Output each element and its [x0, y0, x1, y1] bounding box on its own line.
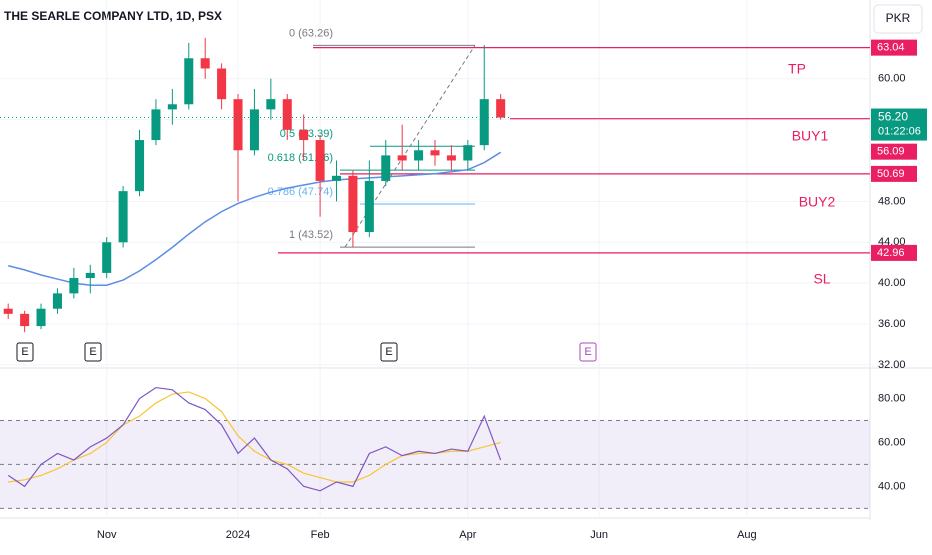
- level-name: BUY1: [792, 128, 829, 144]
- candle-body: [200, 58, 210, 69]
- chart-title: THE SEARLE COMPANY LTD, 1D, PSX: [4, 9, 222, 23]
- rsi-ma-line: [8, 391, 501, 483]
- candle-body: [249, 109, 259, 151]
- x-tick-label: Nov: [97, 529, 117, 541]
- candle-body: [364, 180, 374, 233]
- earnings-label[interactable]: E: [89, 346, 96, 358]
- candle-body: [69, 278, 79, 294]
- x-tick-label: Aug: [737, 529, 757, 541]
- last-price: 56.20: [878, 110, 908, 124]
- rsi-tick-label: 80.00: [878, 392, 906, 404]
- rsi-tick-label: 40.00: [878, 480, 906, 492]
- candle-body: [331, 175, 342, 181]
- candle-body: [446, 155, 456, 161]
- candle-body: [430, 150, 440, 156]
- fib-label: 1 (43.52): [289, 229, 333, 241]
- level-price: 56.09: [877, 146, 905, 158]
- candle-body: [266, 99, 276, 110]
- candle-body: [52, 293, 62, 309]
- level-price: 42.96: [877, 247, 905, 259]
- level-price: 63.04: [877, 42, 905, 54]
- currency[interactable]: PKR: [886, 11, 911, 25]
- level-name: TP: [788, 61, 806, 77]
- earnings-marker[interactable]: [380, 342, 398, 362]
- candle-body: [102, 242, 112, 273]
- earnings-marker[interactable]: [579, 342, 597, 362]
- x-tick-label: 2024: [226, 529, 250, 541]
- candle-body: [414, 150, 424, 161]
- x-tick-label: Apr: [459, 529, 476, 541]
- currency-button[interactable]: [873, 4, 923, 34]
- countdown: 01:22:06: [878, 125, 921, 137]
- x-tick-label: Feb: [311, 529, 330, 541]
- level-price-box: [871, 165, 917, 182]
- earnings-label[interactable]: E: [385, 346, 392, 358]
- candle-body: [184, 58, 194, 105]
- candle-body: [233, 99, 243, 151]
- y-tick-label: 36.00: [878, 318, 906, 330]
- candle-body: [463, 145, 473, 161]
- level-price-box: [871, 244, 917, 261]
- candle-body: [348, 175, 358, 233]
- candle-body: [282, 99, 292, 130]
- candle-body: [299, 129, 309, 141]
- candle-body: [315, 140, 325, 181]
- candle-body: [118, 191, 128, 243]
- earnings-label[interactable]: E: [21, 346, 28, 358]
- fib-trend: [344, 45, 476, 248]
- candle-body: [151, 109, 161, 141]
- earnings-marker[interactable]: [84, 342, 102, 362]
- candle-body: [3, 308, 13, 314]
- level-price: 50.69: [877, 168, 905, 180]
- candle-body: [167, 104, 177, 110]
- candle-body: [135, 140, 145, 192]
- y-tick-label: 60.00: [878, 73, 906, 85]
- candle-body: [217, 68, 227, 100]
- candle-body: [36, 308, 46, 327]
- level-price-box: [871, 143, 917, 160]
- y-tick-label: 32.00: [878, 359, 906, 371]
- x-tick-label: Jun: [590, 529, 608, 541]
- fib-label: 0.786 (47.74): [268, 186, 333, 198]
- y-tick-label: 40.00: [878, 277, 906, 289]
- level-name: SL: [813, 271, 830, 287]
- rsi-tick-label: 60.00: [878, 436, 906, 448]
- candle-body: [381, 155, 391, 181]
- rsi-line: [7, 386, 502, 492]
- candle-body: [397, 155, 407, 161]
- candle-body: [479, 99, 489, 146]
- earnings-marker[interactable]: [16, 342, 34, 362]
- level-name: BUY2: [799, 194, 836, 210]
- candle-body: [85, 272, 95, 279]
- earnings-label[interactable]: E: [584, 346, 591, 358]
- level-price-box: [871, 39, 917, 56]
- fib-label: 0 (63.26): [289, 27, 333, 39]
- candle-body: [20, 313, 30, 327]
- candle-body: [496, 99, 506, 118]
- last-price-box: [871, 108, 927, 141]
- y-tick-label: 48.00: [878, 195, 906, 207]
